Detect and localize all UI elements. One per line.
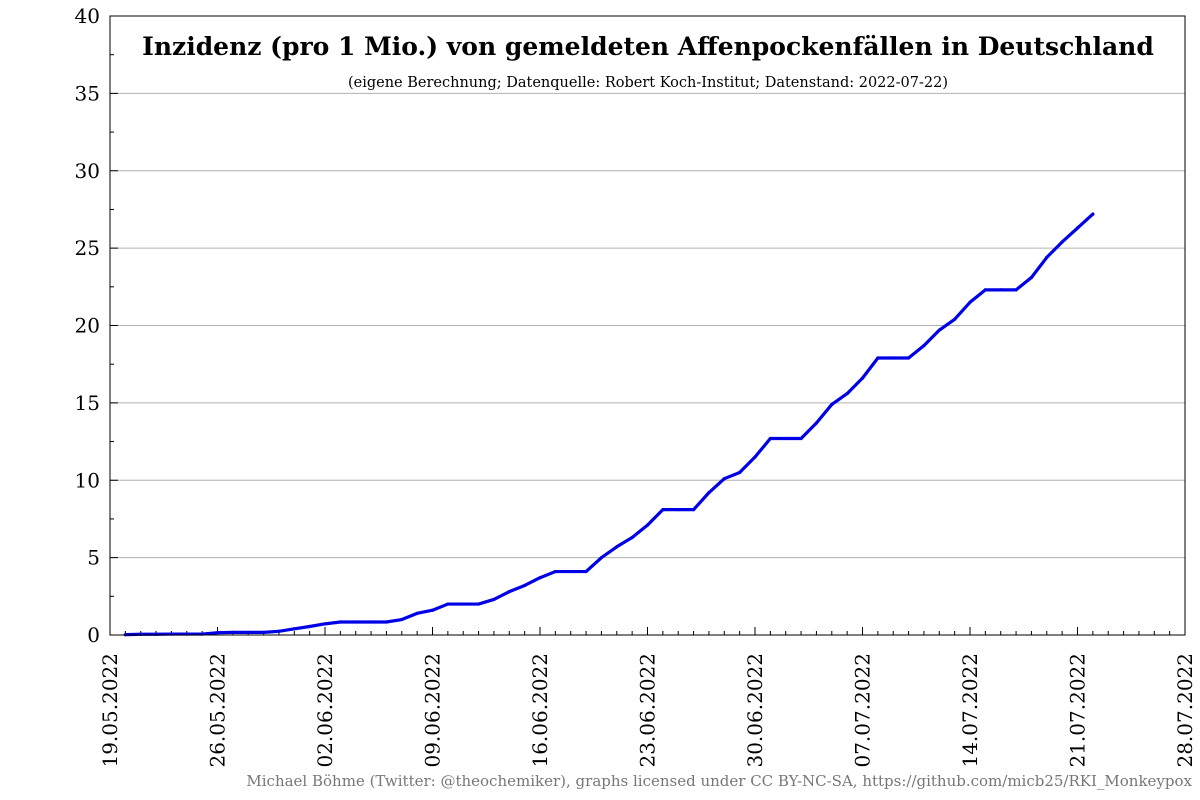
x-tick-label: 19.05.2022	[98, 653, 122, 768]
data-point	[615, 545, 619, 549]
data-point	[814, 421, 819, 425]
y-tick-label: 40	[75, 4, 100, 28]
data-point	[277, 629, 281, 633]
y-tick-label: 10	[75, 468, 100, 492]
data-point	[784, 436, 788, 441]
x-tick-label: 14.07.2022	[958, 653, 982, 768]
x-tick-label: 07.07.2022	[851, 653, 875, 768]
y-tick-label: 30	[75, 159, 100, 183]
data-point	[738, 470, 742, 475]
data-point	[1014, 288, 1018, 292]
data-point	[292, 627, 296, 631]
data-point	[384, 620, 389, 624]
data-point	[354, 620, 358, 624]
data-point	[630, 535, 634, 540]
data-point	[661, 508, 665, 512]
data-point	[569, 569, 573, 574]
data-point	[860, 376, 865, 380]
data-point	[476, 602, 481, 606]
data-point	[308, 624, 312, 629]
data-point	[799, 436, 803, 441]
chart-title: Inzidenz (pro 1 Mio.) von gemeldeten Aff…	[142, 32, 1154, 61]
x-axis-tick-labels: 19.05.2022 26.05.2022 02.06.2022 09.06.2022…	[98, 653, 1197, 768]
data-point	[753, 455, 757, 459]
x-tick-label: 09.06.2022	[421, 653, 445, 768]
data-point	[645, 523, 650, 527]
chart-subtitle: (eigene Berechnung; Datenquelle: Robert …	[348, 75, 948, 91]
data-points	[123, 212, 1095, 637]
y-tick-label: 0	[87, 623, 100, 647]
x-tick-label: 30.06.2022	[743, 653, 767, 768]
data-point	[830, 402, 834, 407]
data-point	[415, 611, 419, 615]
x-tick-label: 02.06.2022	[313, 653, 337, 768]
data-point	[261, 630, 266, 634]
data-point	[338, 620, 342, 624]
data-point	[968, 300, 972, 304]
data-point	[999, 288, 1003, 292]
y-tick-label: 20	[75, 314, 100, 338]
data-point	[1029, 275, 1034, 280]
data-point	[722, 477, 726, 481]
data-point	[906, 356, 911, 360]
data-point	[323, 622, 327, 626]
data-point	[1075, 226, 1080, 230]
data-point	[707, 491, 711, 495]
data-point	[845, 391, 849, 396]
data-point	[1060, 240, 1064, 244]
data-point	[369, 620, 373, 624]
x-tick-label: 21.07.2022	[1066, 653, 1090, 768]
data-point	[231, 630, 235, 634]
data-point	[507, 590, 511, 594]
y-axis-tick-labels: 0 5 10 15 20 25 30 35 40	[75, 4, 100, 647]
license-footer: Michael Böhme (Twitter: @theochemiker), …	[246, 772, 1192, 790]
data-point	[553, 569, 557, 574]
data-point	[922, 344, 926, 348]
data-point	[768, 436, 772, 441]
data-point	[876, 356, 880, 360]
data-point	[400, 617, 404, 622]
y-tick-label: 25	[75, 236, 100, 260]
data-point	[1045, 255, 1049, 260]
data-point	[1091, 212, 1095, 216]
plot-frame	[109, 15, 1186, 636]
data-point	[891, 356, 895, 360]
data-point	[215, 631, 220, 635]
data-point	[446, 602, 450, 606]
data-point	[430, 608, 435, 612]
data-point	[584, 569, 588, 574]
data-point	[599, 556, 604, 560]
incidence-series-line	[123, 212, 1095, 637]
x-tick-label: 26.05.2022	[206, 653, 230, 768]
data-point	[676, 508, 680, 512]
y-tick-label: 35	[75, 81, 100, 105]
x-tick-label: 16.06.2022	[528, 653, 552, 768]
data-point	[523, 583, 527, 588]
x-tick-label: 23.06.2022	[636, 653, 660, 768]
y-tick-label: 5	[87, 546, 100, 570]
x-tick-label: 28.07.2022	[1173, 653, 1197, 768]
data-point	[937, 328, 941, 332]
data-point	[538, 576, 542, 580]
data-point	[246, 630, 250, 634]
grid-lines	[110, 92, 1185, 559]
data-point	[492, 597, 496, 602]
data-point	[953, 317, 957, 321]
data-point	[691, 508, 696, 512]
y-tick-label: 15	[75, 391, 100, 415]
data-point	[461, 602, 465, 606]
data-point	[983, 288, 987, 292]
